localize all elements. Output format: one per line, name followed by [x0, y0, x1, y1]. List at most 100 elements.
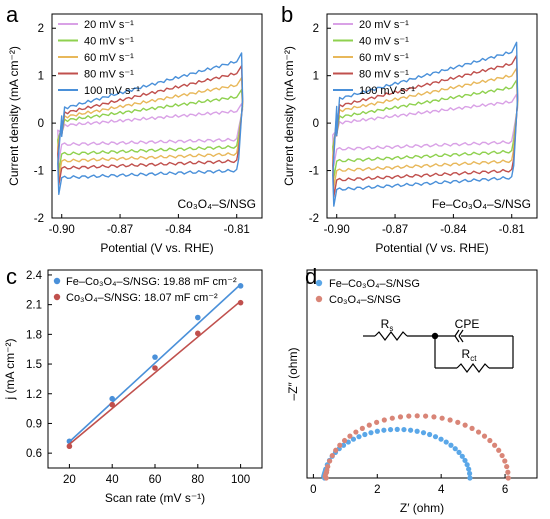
data-point — [481, 433, 488, 439]
x-tick-label: -0.90 — [49, 224, 75, 236]
data-point — [467, 470, 473, 477]
data-point — [366, 422, 372, 428]
data-point — [469, 425, 475, 431]
data-point — [109, 395, 115, 402]
data-point — [387, 426, 394, 433]
data-point — [389, 415, 395, 421]
y-tick-label: -1 — [34, 166, 44, 178]
legend-label: Fe–Co₃O₄–S/NSG — [329, 278, 420, 290]
x-tick-label: -0.84 — [440, 224, 467, 236]
data-point — [381, 427, 387, 433]
y-axis-label: Current density (mA cm⁻²) — [7, 46, 21, 186]
cv-curve — [57, 52, 244, 195]
cv-curve — [332, 41, 519, 207]
data-point — [353, 429, 359, 435]
cv-chart-b: b -2 -1 0 1 2 -0.90 -0.87 -0.84 -0.81 Potential (V… — [281, 2, 538, 255]
x-tick-label: 20 — [63, 474, 76, 486]
data-point — [504, 463, 510, 470]
data-point — [406, 413, 412, 419]
y-tick-label: 0.6 — [26, 448, 42, 460]
cv-chart-a: a -2 -1 0 1 2 -0.90 -0.87 -0.84 -0.81 Potential (V… — [6, 2, 263, 255]
data-point — [324, 467, 330, 473]
y-tick-label: -2 — [34, 213, 44, 225]
y-tick-label: 1 — [38, 71, 44, 83]
data-point — [496, 447, 502, 453]
x-tick-label: -0.81 — [499, 224, 525, 236]
data-point — [502, 458, 508, 464]
data-point — [505, 469, 511, 475]
x-axis-label: Potential (V vs. RHE) — [375, 241, 488, 255]
x-tick-label: 40 — [106, 474, 119, 486]
data-point — [359, 425, 365, 431]
y-tick-label: 0 — [313, 118, 319, 130]
cv-curve — [57, 77, 244, 179]
x-axis-label: Z′ (ohm) — [400, 501, 444, 515]
data-point — [456, 449, 462, 456]
data-point — [467, 475, 473, 481]
data-point — [462, 422, 468, 428]
data-point — [423, 413, 429, 419]
data-point — [432, 434, 439, 440]
data-point — [439, 415, 445, 421]
data-point — [414, 428, 420, 434]
nyquist-chart-d: d0 2 4 6Z′ (ohm)–Z″ (ohm)Fe–Co₃O₄–S/NSGCo₃O… — [286, 264, 538, 515]
data-point — [152, 365, 158, 371]
cv-curve — [332, 54, 519, 198]
legend-label: 40 mV s⁻¹ — [359, 36, 409, 48]
x-axis-label: Scan rate (mV s⁻¹) — [105, 491, 205, 505]
x-axis-label: Potential (V vs. RHE) — [100, 241, 213, 255]
data-point — [347, 433, 353, 439]
cpe-element — [458, 329, 464, 337]
data-point — [381, 417, 387, 423]
y-tick-label: 2.1 — [26, 300, 42, 312]
x-tick-label: 60 — [149, 474, 162, 486]
data-point — [475, 429, 482, 435]
y-tick-label: -2 — [309, 213, 319, 225]
legend-marker — [315, 279, 323, 287]
legend-label: 60 mV s⁻¹ — [84, 52, 134, 64]
data-point — [505, 475, 511, 481]
y-axis-label: j (mA cm⁻²) — [3, 339, 17, 401]
plot-frame — [51, 13, 263, 219]
legend-label: 100 mV s⁻¹ — [84, 85, 140, 97]
x-tick-label: -0.81 — [224, 224, 250, 236]
y-tick-label: 2 — [313, 23, 319, 35]
data-point — [487, 437, 493, 444]
data-point — [407, 427, 414, 433]
data-point — [420, 430, 427, 436]
y-tick-label: 1.2 — [26, 389, 42, 401]
panel-letter: c — [6, 264, 17, 289]
resistor-rs — [374, 331, 408, 341]
data-point — [152, 354, 158, 360]
cv-curve — [57, 88, 244, 172]
data-point — [447, 417, 453, 423]
legend-label: 20 mV s⁻¹ — [84, 19, 134, 31]
data-point — [109, 401, 115, 408]
panel-b: b -2 -1 0 1 2 -0.90 -0.87 -0.84 -0.81 Potential (V… — [275, 0, 550, 255]
legend-label: Co₃O₄–S/NSG — [329, 294, 401, 306]
data-point — [466, 466, 472, 472]
x-tick-label: -0.87 — [382, 224, 408, 236]
legend-label: 40 mV s⁻¹ — [84, 36, 134, 48]
data-point — [337, 442, 343, 448]
y-tick-label: 2 — [38, 23, 44, 35]
legend-marker — [53, 277, 61, 285]
data-point — [329, 452, 335, 459]
data-point — [459, 453, 465, 459]
cv-curve — [332, 79, 519, 179]
data-point — [455, 419, 461, 425]
cv-curve — [57, 65, 244, 186]
y-tick-label: 1.5 — [26, 359, 42, 371]
y-tick-label: 2.4 — [26, 270, 43, 282]
scan-rate-chart-c: c 0.6 0.9 1.2 1.5 1.8 2.1 2.4 20 40 60 80 100 Scan ra… — [3, 264, 263, 505]
data-point — [368, 430, 374, 436]
x-tick-label: 0 — [310, 484, 316, 496]
data-point — [195, 330, 201, 337]
panel-a: a -2 -1 0 1 2 -0.90 -0.87 -0.84 -0.81 Potential (V… — [0, 0, 275, 255]
cv-curve — [332, 93, 519, 167]
legend-label: 80 mV s⁻¹ — [359, 69, 409, 81]
legend-label: 60 mV s⁻¹ — [359, 52, 409, 64]
fit-line — [68, 300, 242, 445]
data-point — [438, 436, 444, 442]
x-tick-label: 80 — [191, 474, 204, 486]
